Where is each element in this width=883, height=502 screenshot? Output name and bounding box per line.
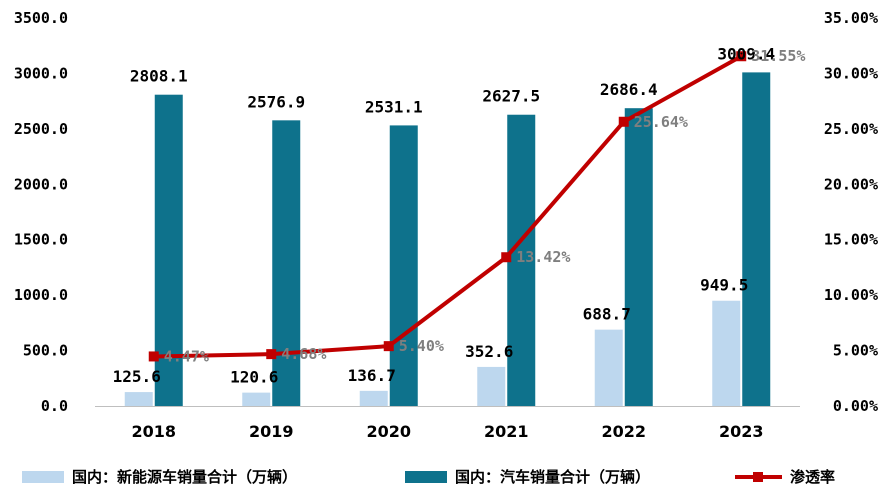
- y-right-tick-label: 5.00%: [833, 342, 878, 360]
- y-left-tick-label: 0.0: [41, 397, 68, 415]
- x-tick-label: 2019: [249, 422, 294, 441]
- bar-new-energy: [594, 329, 623, 406]
- penetration-marker: [618, 116, 629, 127]
- bar-total-vehicles: [507, 114, 536, 407]
- penetration-marker: [736, 51, 747, 62]
- label-new-energy: 136.7: [348, 366, 396, 385]
- label-penetration: 13.42%: [516, 248, 570, 266]
- legend: 国内：新能源车销量合计（万辆） 国内：汽车销量合计（万辆） 渗透率: [22, 468, 835, 486]
- y-left-tick-label: 2000.0: [14, 175, 68, 193]
- label-new-energy: 352.6: [465, 342, 513, 361]
- bar-new-energy: [124, 392, 153, 406]
- penetration-marker: [266, 349, 277, 360]
- legend-marker-penetration: [753, 472, 763, 482]
- y-left-tick-label: 1000.0: [14, 286, 68, 304]
- bar-total-vehicles: [742, 72, 771, 407]
- penetration-marker: [383, 341, 394, 352]
- penetration-marker: [501, 252, 512, 263]
- label-penetration: 4.47%: [164, 347, 209, 365]
- penetration-marker: [148, 351, 159, 362]
- label-total-vehicles: 3009.4: [717, 44, 775, 63]
- legend-swatch-new-energy: [22, 471, 64, 483]
- bars: [124, 72, 771, 407]
- y-right-tick-label: 0.00%: [833, 397, 878, 415]
- y-right-tick-label: 20.00%: [824, 175, 878, 193]
- y-right-tick-label: 10.00%: [824, 286, 878, 304]
- label-penetration: 4.68%: [281, 345, 326, 363]
- label-new-energy: 688.7: [583, 305, 631, 324]
- legend-swatch-total-vehicles: [405, 471, 447, 483]
- penetration-line-path: [153, 54, 743, 359]
- label-penetration: 5.40%: [399, 337, 444, 355]
- bar-new-energy: [477, 366, 506, 406]
- axes: 0.0 500.0 1000.0 1500.0 2000.0 2500.0 3000.0 35…: [14, 9, 878, 441]
- label-total-vehicles: 2627.5: [482, 87, 540, 106]
- label-new-energy: 120.6: [230, 368, 278, 387]
- x-tick-label: 2020: [366, 422, 411, 441]
- label-total-vehicles: 2531.1: [365, 97, 423, 116]
- y-left-tick-label: 3000.0: [14, 64, 68, 82]
- x-tick-label: 2023: [719, 422, 764, 441]
- label-penetration: 25.64%: [634, 113, 688, 131]
- x-tick-label: 2022: [601, 422, 646, 441]
- label-penetration: 31.55%: [751, 47, 805, 65]
- x-tick-label: 2021: [484, 422, 529, 441]
- y-left-tick-label: 2500.0: [14, 120, 68, 138]
- y-right-tick-label: 35.00%: [824, 9, 878, 27]
- label-total-vehicles: 2576.9: [247, 92, 305, 111]
- y-left-tick-label: 500.0: [23, 342, 68, 360]
- bar-new-energy: [242, 392, 271, 406]
- legend-label-penetration: 渗透率: [790, 468, 835, 486]
- y-right-tick-label: 30.00%: [824, 64, 878, 82]
- y-left-tick-label: 1500.0: [14, 231, 68, 249]
- label-total-vehicles: 2686.4: [600, 80, 658, 99]
- bar-total-vehicles: [624, 108, 653, 407]
- bar-new-energy: [712, 300, 741, 406]
- penetration-line: [148, 51, 747, 362]
- data-labels: 125.6 2808.1 120.6 2576.9 136.7 2531.1 352.6 26…: [113, 44, 806, 386]
- legend-label-new-energy: 国内：新能源车销量合计（万辆）: [72, 468, 297, 486]
- bar-new-energy: [359, 390, 388, 406]
- y-left-tick-label: 3500.0: [14, 9, 68, 27]
- label-new-energy: 125.6: [113, 367, 161, 386]
- label-new-energy: 949.5: [700, 276, 748, 295]
- y-right-tick-label: 25.00%: [824, 120, 878, 138]
- x-tick-label: 2018: [131, 422, 176, 441]
- bar-total-vehicles: [389, 125, 418, 406]
- y-right-tick-label: 15.00%: [824, 231, 878, 249]
- label-total-vehicles: 2808.1: [130, 67, 188, 86]
- legend-label-total-vehicles: 国内：汽车销量合计（万辆）: [455, 468, 650, 486]
- bar-total-vehicles: [272, 120, 301, 407]
